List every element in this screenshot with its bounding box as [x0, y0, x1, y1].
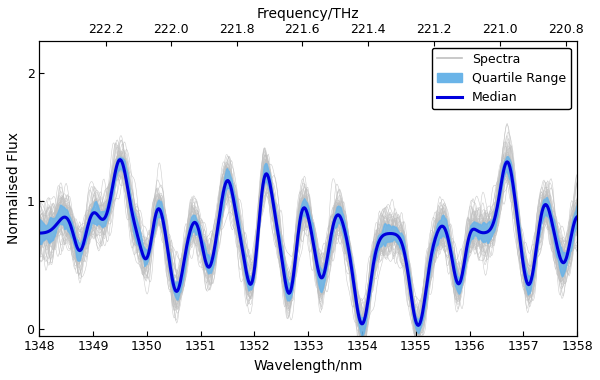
Legend: Spectra, Quartile Range, Median: Spectra, Quartile Range, Median [432, 48, 571, 109]
X-axis label: Frequency/THz: Frequency/THz [257, 7, 359, 21]
Y-axis label: Normalised Flux: Normalised Flux [7, 133, 21, 244]
X-axis label: Wavelength/nm: Wavelength/nm [254, 359, 363, 373]
